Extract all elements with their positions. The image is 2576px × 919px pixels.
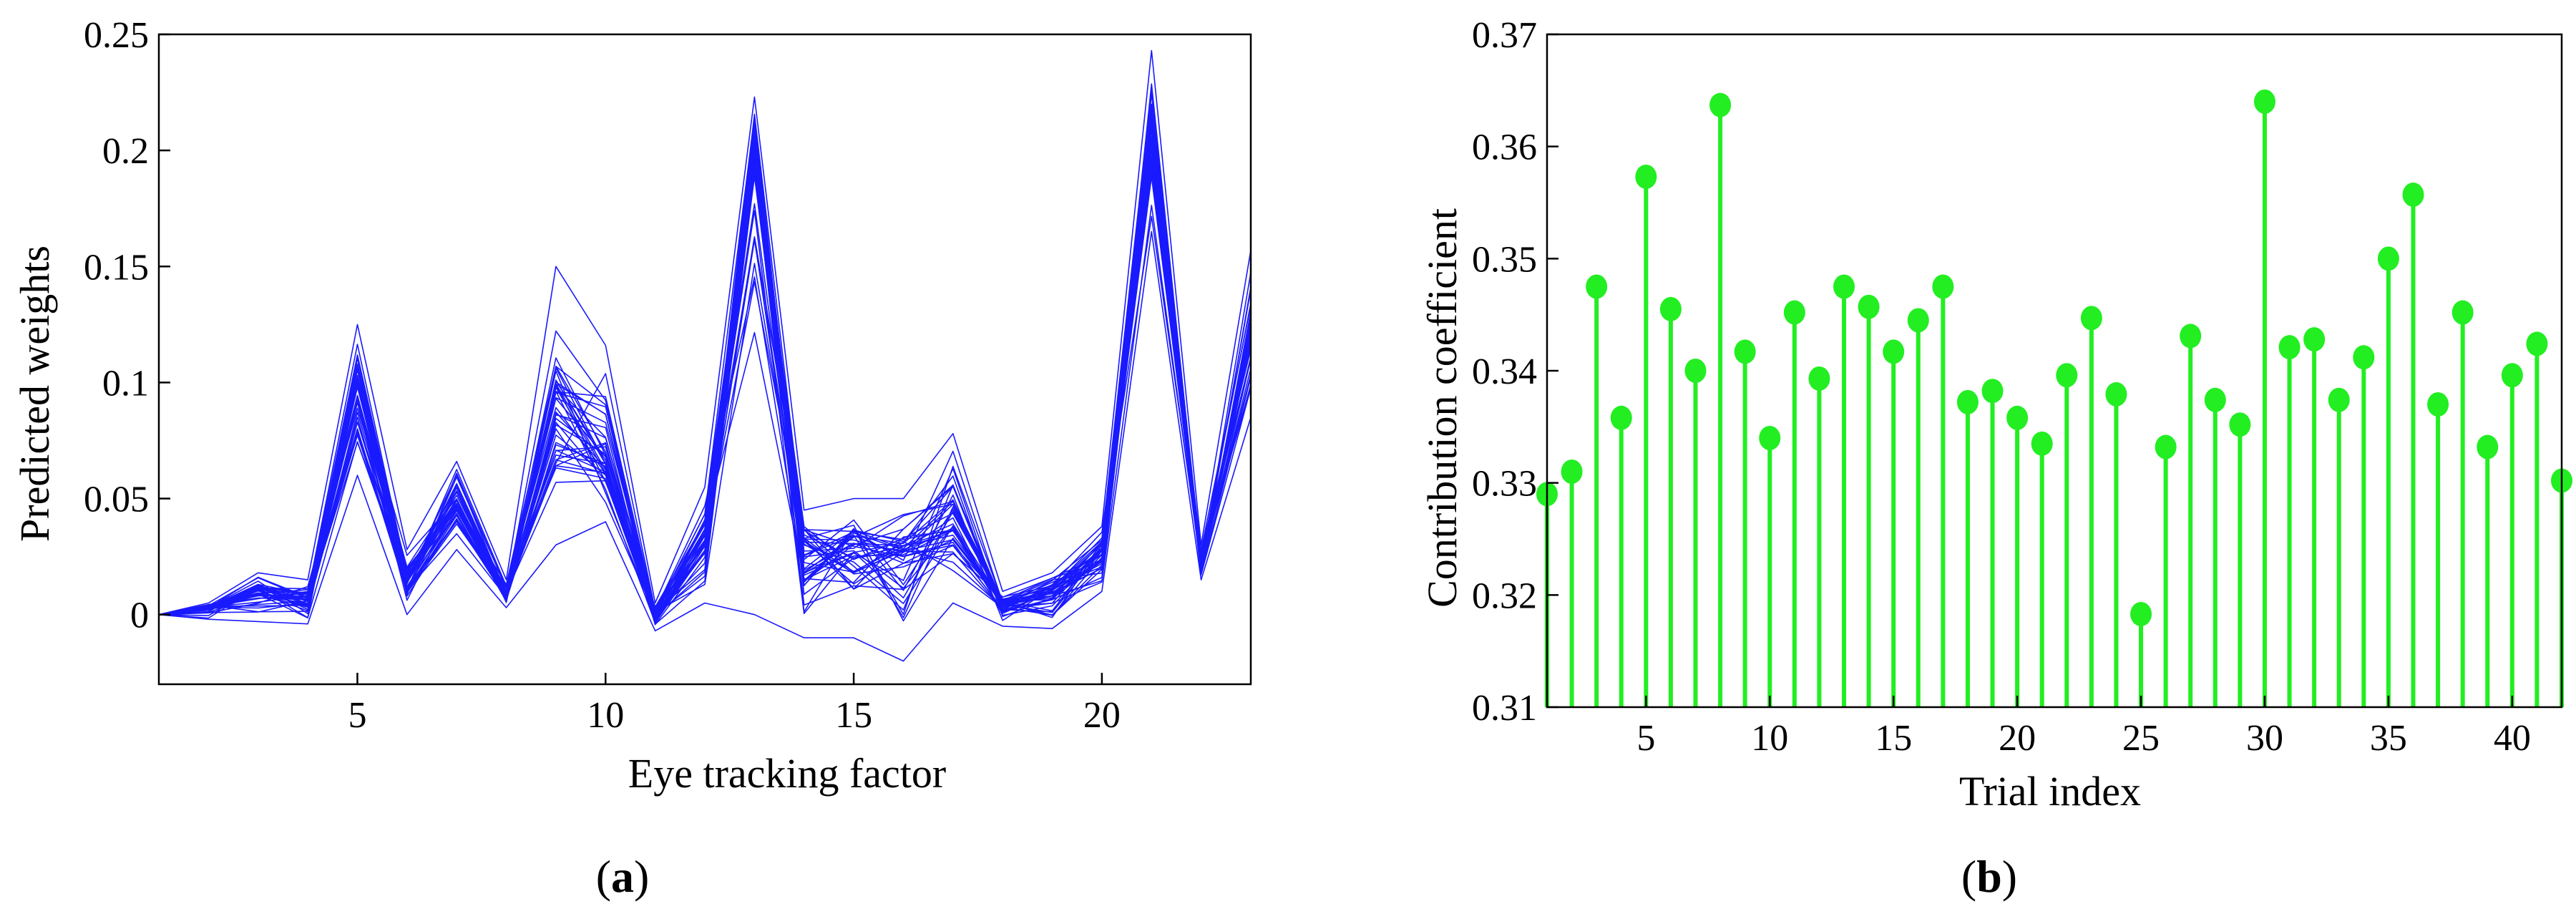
panel-b-x-tick-label: 40 [2494,718,2531,759]
panel-b-label: (b) [1961,851,2017,902]
panel-b-x-tick-label: 35 [2370,718,2407,759]
panel-b-y-tick-label: 0.31 [1472,688,1537,729]
panel-b-stem-marker [2501,363,2523,388]
panel-a-axes-frame [157,33,1252,686]
panel-b-stem-marker [2180,324,2202,349]
panel-a-y-tick-label: 0.1 [102,363,149,404]
panel-b-axes-frame [1546,33,2563,709]
panel-b-x-tick-label: 15 [1875,718,1912,759]
panel-a-series-line [158,110,1252,626]
panel-b-stem-marker [2204,387,2226,412]
panel-b-stem-marker [1932,274,1954,299]
panel-a-series-line [158,230,1252,662]
panel-b-x-tick-label: 5 [1636,718,1655,759]
panel-a-series-line [158,49,1252,616]
panel-a-x-tick-label: 10 [587,695,624,736]
panel-a-ticks: 5 10 15 20 0 0.05 0.1 0.15 0.2 0.25 [84,15,1121,736]
panel-b-stem-marker [1759,426,1781,450]
panel-b-stem-marker [1981,379,2004,404]
panel-a-letter: a [611,851,634,902]
panel-b-stem-marker [1659,296,1682,321]
panel-b-stem-marker [2278,335,2301,360]
panel-b-y-tick-label: 0.37 [1472,15,1537,56]
panel-a-y-tick-label: 0.15 [84,247,149,288]
panel-b-stem-marker [1709,92,1732,117]
panel-b-stem-marker [2402,183,2424,208]
panel-b-y-tick-label: 0.32 [1472,575,1537,616]
panel-b-y-tick-label: 0.35 [1472,239,1537,280]
panel-b-x-tick-label: 30 [2246,718,2283,759]
panel-b-y-tick-label: 0.34 [1472,351,1537,392]
panel-b-x-tick-label: 20 [1999,718,2036,759]
panel-b-stem-marker [2056,363,2078,388]
panel-a-x-tick-label: 5 [348,695,366,736]
panel-b-stem-marker [2031,431,2053,456]
panel-a-y-tick-label: 0.2 [102,131,149,172]
panel-b-stem-marker [2526,331,2548,356]
panel-b-stems [1536,89,2572,707]
panel-a-x-tick-label: 15 [835,695,872,736]
panel-b-x-axis-title: Trial index [1959,768,2141,815]
panel-b-stem-marker [2080,306,2102,331]
panel-a-x-axis-title: Eye tracking factor [628,750,946,797]
panel-b-stem-marker [1561,460,1583,484]
panel-b-stem-marker [1808,366,1830,391]
panel-a-y-tick-label: 0 [130,595,149,636]
panel-a-label: (a) [596,851,650,902]
panel-b-y-tick-label: 0.36 [1472,127,1537,168]
panel-b-x-tick-label: 25 [2122,718,2160,759]
panel-b-stem-marker [1883,339,1905,364]
panel-a-y-tick-label: 0.05 [84,480,149,520]
panel-b-stem-marker [2303,327,2326,352]
panel-b-stem-marker [2130,601,2152,626]
panel-b-x-tick-label: 10 [1751,718,1788,759]
panel-b-stem-marker [1956,389,1979,414]
panel-b-stem-marker [1783,300,1805,325]
panel-b-ticks: 5 10 15 20 25 30 35 40 0.31 0.32 0.33 0.34 0.35 0.36 0… [1472,15,2531,759]
panel-b-stem-marker [2006,405,2029,430]
panel-a-y-tick-label: 0.25 [84,15,149,56]
panel-b-stem-marker [2353,345,2375,370]
panel-a-series-line [158,155,1252,619]
panel-b-stem-marker [2105,381,2127,407]
panel-a-x-tick-label: 20 [1083,695,1121,736]
panel-b-stem-marker [1907,308,1929,333]
panel-b-stem-marker [2451,300,2474,325]
panel-b-stem-marker [2229,412,2251,437]
panel-b-stem-marker [1684,359,1707,383]
panel-b-stem-marker [2477,434,2499,460]
panel-a-y-axis-title: Predicted weights [11,245,58,542]
panel-b-stem-marker [2155,434,2177,460]
panel-b-stem-marker [2253,89,2275,114]
panel-b-stem-marker [1734,339,1756,364]
panel-b-stem-marker [1586,274,1608,299]
panel-b-stem-marker [1858,294,1880,319]
panel-b-stem-marker [2328,387,2350,412]
panel-a-series-line [158,127,1252,616]
panel-a-series-line [158,130,1252,616]
panel-b-stem-marker [1833,274,1855,299]
panel-a-series-line [158,113,1252,623]
panel-b-y-tick-label: 0.33 [1472,464,1537,505]
panel-b-y-axis-title: Contribution coefficient [1419,208,1465,608]
panel-a-line-chart: 5 10 15 20 0 0.05 0.1 0.15 0.2 0.25 Eye tracking … [11,15,1252,902]
panel-b-stem-marker [1635,164,1657,189]
panel-b-stem-marker [1610,405,1632,430]
panel-a-series-lines [158,49,1252,662]
panel-a-series-line [158,136,1252,616]
panel-b-letter: b [1976,851,2002,902]
panel-b-stem-marker [2427,392,2449,417]
panel-b-stem-marker [2377,246,2399,271]
panel-b-stem-chart: 5 10 15 20 25 30 35 40 0.31 0.32 0.33 0.34 0.35 0.36 0… [1419,15,2572,902]
